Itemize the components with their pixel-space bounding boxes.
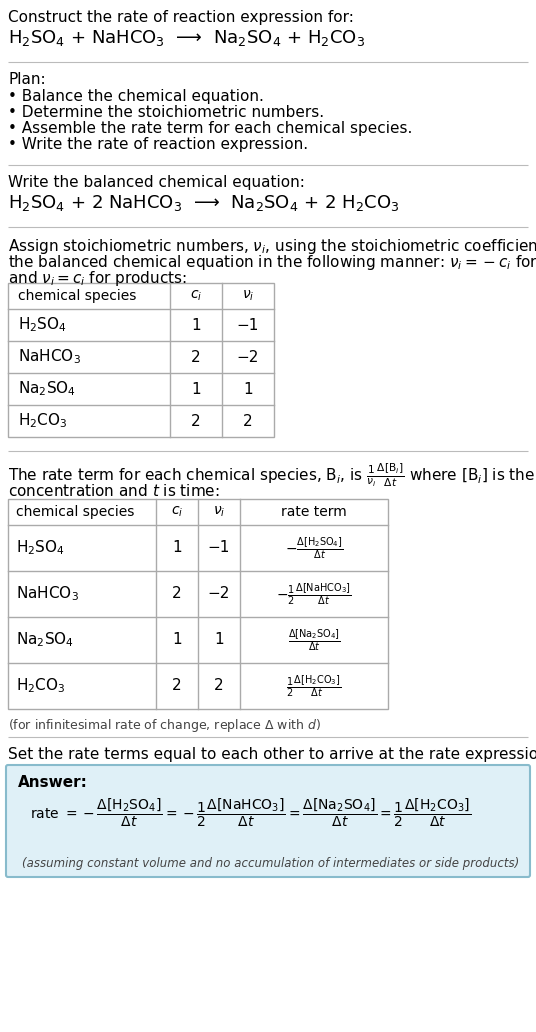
Text: 1: 1: [172, 633, 182, 647]
Text: 2: 2: [191, 350, 201, 364]
Text: • Write the rate of reaction expression.: • Write the rate of reaction expression.: [8, 137, 308, 152]
Text: 1: 1: [214, 633, 224, 647]
Text: 2: 2: [172, 586, 182, 602]
Text: Answer:: Answer:: [18, 775, 88, 791]
Text: chemical species: chemical species: [16, 505, 135, 519]
Text: Write the balanced chemical equation:: Write the balanced chemical equation:: [8, 175, 305, 190]
Text: H$_2$CO$_3$: H$_2$CO$_3$: [18, 412, 68, 430]
Text: Set the rate terms equal to each other to arrive at the rate expression:: Set the rate terms equal to each other t…: [8, 747, 536, 762]
Text: (for infinitesimal rate of change, replace Δ with $d$): (for infinitesimal rate of change, repla…: [8, 717, 321, 734]
Text: the balanced chemical equation in the following manner: $\nu_i = -c_i$ for react: the balanced chemical equation in the fo…: [8, 253, 536, 272]
Text: The rate term for each chemical species, B$_i$, is $\frac{1}{\nu_i}\frac{\Delta[: The rate term for each chemical species,…: [8, 461, 536, 489]
Text: −2: −2: [208, 586, 230, 602]
Text: Assign stoichiometric numbers, $\nu_i$, using the stoichiometric coefficients, $: Assign stoichiometric numbers, $\nu_i$, …: [8, 237, 536, 256]
Text: 2: 2: [172, 678, 182, 694]
Text: rate term: rate term: [281, 505, 347, 519]
Text: Construct the rate of reaction expression for:: Construct the rate of reaction expressio…: [8, 10, 354, 25]
Text: 1: 1: [243, 382, 253, 396]
Text: −2: −2: [237, 350, 259, 364]
Text: 1: 1: [191, 318, 201, 332]
Text: $-\frac{\Delta[\mathrm{H_2SO_4}]}{\Delta t}$: $-\frac{\Delta[\mathrm{H_2SO_4}]}{\Delta…: [285, 536, 343, 560]
Text: 1: 1: [172, 541, 182, 555]
Text: (assuming constant volume and no accumulation of intermediates or side products): (assuming constant volume and no accumul…: [22, 857, 519, 870]
Bar: [8, 499, 388, 709]
Text: NaHCO$_3$: NaHCO$_3$: [16, 585, 79, 604]
Text: 2: 2: [214, 678, 224, 694]
Text: $c_i$: $c_i$: [171, 505, 183, 519]
Text: 2: 2: [243, 414, 253, 428]
Text: H$_2$SO$_4$: H$_2$SO$_4$: [18, 316, 67, 334]
Text: Na$_2$SO$_4$: Na$_2$SO$_4$: [18, 380, 76, 398]
Text: 2: 2: [191, 414, 201, 428]
Text: 1: 1: [191, 382, 201, 396]
Text: $\nu_i$: $\nu_i$: [242, 289, 254, 303]
FancyBboxPatch shape: [6, 765, 530, 877]
Text: $c_i$: $c_i$: [190, 289, 202, 303]
Text: $\nu_i$: $\nu_i$: [213, 505, 225, 519]
Text: chemical species: chemical species: [18, 289, 136, 303]
Text: • Determine the stoichiometric numbers.: • Determine the stoichiometric numbers.: [8, 105, 324, 120]
Text: • Assemble the rate term for each chemical species.: • Assemble the rate term for each chemic…: [8, 121, 412, 136]
Text: $\frac{\Delta[\mathrm{Na_2SO_4}]}{\Delta t}$: $\frac{\Delta[\mathrm{Na_2SO_4}]}{\Delta…: [288, 627, 340, 653]
Text: H$_2$CO$_3$: H$_2$CO$_3$: [16, 677, 65, 696]
Text: concentration and $t$ is time:: concentration and $t$ is time:: [8, 483, 220, 499]
Text: Na$_2$SO$_4$: Na$_2$SO$_4$: [16, 631, 74, 649]
Text: $\frac{1}{2}\frac{\Delta[\mathrm{H_2CO_3}]}{\Delta t}$: $\frac{1}{2}\frac{\Delta[\mathrm{H_2CO_3…: [286, 673, 341, 699]
Text: $-\frac{1}{2}\frac{\Delta[\mathrm{NaHCO_3}]}{\Delta t}$: $-\frac{1}{2}\frac{\Delta[\mathrm{NaHCO_…: [276, 581, 352, 607]
Text: −1: −1: [208, 541, 230, 555]
Text: H$_2$SO$_4$ + NaHCO$_3$  ⟶  Na$_2$SO$_4$ + H$_2$CO$_3$: H$_2$SO$_4$ + NaHCO$_3$ ⟶ Na$_2$SO$_4$ +…: [8, 28, 365, 49]
Text: Plan:: Plan:: [8, 72, 46, 87]
Text: NaHCO$_3$: NaHCO$_3$: [18, 348, 81, 366]
Text: H$_2$SO$_4$: H$_2$SO$_4$: [16, 539, 65, 557]
Text: H$_2$SO$_4$ + 2 NaHCO$_3$  ⟶  Na$_2$SO$_4$ + 2 H$_2$CO$_3$: H$_2$SO$_4$ + 2 NaHCO$_3$ ⟶ Na$_2$SO$_4$…: [8, 193, 400, 213]
Text: • Balance the chemical equation.: • Balance the chemical equation.: [8, 89, 264, 104]
Bar: [8, 283, 274, 437]
Text: −1: −1: [237, 318, 259, 332]
Text: and $\nu_i = c_i$ for products:: and $\nu_i = c_i$ for products:: [8, 269, 187, 288]
Text: rate $= -\dfrac{\Delta[\mathrm{H_2SO_4}]}{\Delta t} = -\dfrac{1}{2}\dfrac{\Delta: rate $= -\dfrac{\Delta[\mathrm{H_2SO_4}]…: [30, 797, 471, 829]
